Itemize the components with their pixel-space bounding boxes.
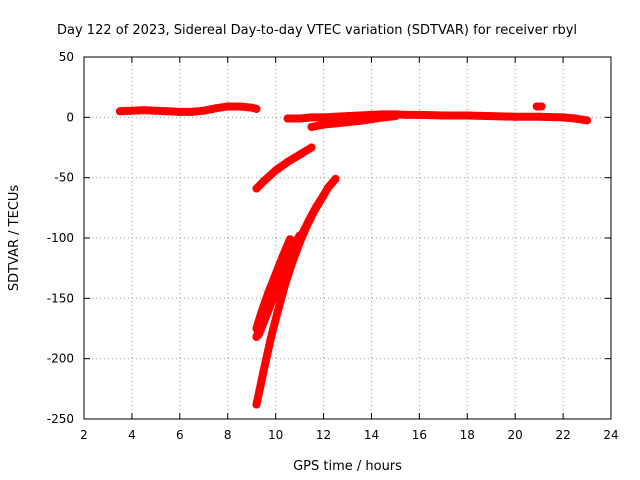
x-tick-label: 18 (460, 428, 475, 442)
data-point (235, 102, 244, 111)
data-point (259, 366, 268, 375)
data-point (297, 230, 306, 239)
x-tick-label: 14 (364, 428, 379, 442)
data-point (379, 113, 388, 122)
data-point (199, 106, 208, 115)
data-point (252, 104, 261, 113)
data-point (163, 107, 172, 116)
x-tick-label: 12 (316, 428, 331, 442)
data-point (295, 114, 304, 123)
series-7-trace (254, 191, 328, 339)
data-point (355, 116, 364, 125)
data-point (571, 114, 580, 123)
data-point (305, 215, 314, 224)
data-point (252, 400, 261, 409)
data-point (403, 110, 412, 119)
y-tick-label: -250 (47, 412, 74, 426)
x-tick-label: 24 (603, 428, 618, 442)
data-point (187, 107, 196, 116)
data-point (312, 202, 321, 211)
data-point (127, 106, 136, 115)
y-tick-label: 0 (66, 110, 74, 124)
x-axis: 2 4 6 8 10 12 14 16 18 20 22 24 (80, 57, 619, 442)
data-point (211, 104, 220, 113)
data-point (319, 191, 328, 200)
y-tick-label: -150 (47, 291, 74, 305)
data-point (115, 107, 124, 116)
data-point (259, 177, 268, 186)
chart-title: Day 122 of 2023, Sidereal Day-to-day VTE… (57, 23, 577, 38)
data-point (487, 112, 496, 121)
data-point (262, 312, 271, 321)
data-point (331, 174, 340, 183)
data-point (290, 246, 299, 255)
y-tick-label: 50 (59, 50, 74, 64)
data-point (415, 110, 424, 119)
x-tick-label: 16 (412, 428, 427, 442)
data-point (331, 112, 340, 121)
data-point (274, 306, 283, 315)
x-tick-label: 8 (224, 428, 232, 442)
data-point (307, 122, 316, 131)
data-point (343, 118, 352, 127)
data-point (283, 114, 292, 123)
x-tick-label: 6 (176, 428, 184, 442)
x-tick-label: 2 (80, 428, 88, 442)
data-point (175, 107, 184, 116)
data-point (266, 334, 275, 343)
data-point (319, 113, 328, 122)
data-point (559, 113, 568, 122)
data-point (537, 102, 546, 111)
data-point (463, 111, 472, 120)
data-point (271, 166, 280, 175)
x-axis-label: GPS time / hours (293, 459, 402, 474)
data-point (511, 112, 520, 121)
y-axis-label: SDTVAR / TECUs (7, 185, 22, 292)
data-point (331, 119, 340, 128)
data-point (139, 106, 148, 115)
data-point (391, 112, 400, 121)
data-point (307, 143, 316, 152)
data-point (276, 279, 285, 288)
x-tick-label: 4 (128, 428, 136, 442)
data-series (115, 102, 592, 409)
y-axis: 50 0 -50 -100 -150 -200 -250 (47, 50, 611, 426)
data-point (223, 102, 232, 111)
data-point (269, 294, 278, 303)
data-point (283, 157, 292, 166)
x-tick-label: 20 (508, 428, 523, 442)
data-point (295, 150, 304, 159)
data-point (283, 262, 292, 271)
x-tick-label: 22 (555, 428, 570, 442)
y-tick-label: -100 (47, 231, 74, 245)
data-point (367, 115, 376, 124)
data-point (439, 111, 448, 120)
data-point (151, 106, 160, 115)
data-point (252, 184, 261, 193)
data-point (254, 330, 263, 339)
data-point (583, 116, 592, 125)
data-point (324, 183, 333, 192)
data-point (319, 120, 328, 129)
data-point (307, 113, 316, 122)
x-tick-label: 10 (268, 428, 283, 442)
data-point (535, 112, 544, 121)
y-tick-label: -200 (47, 352, 74, 366)
y-tick-label: -50 (54, 171, 74, 185)
